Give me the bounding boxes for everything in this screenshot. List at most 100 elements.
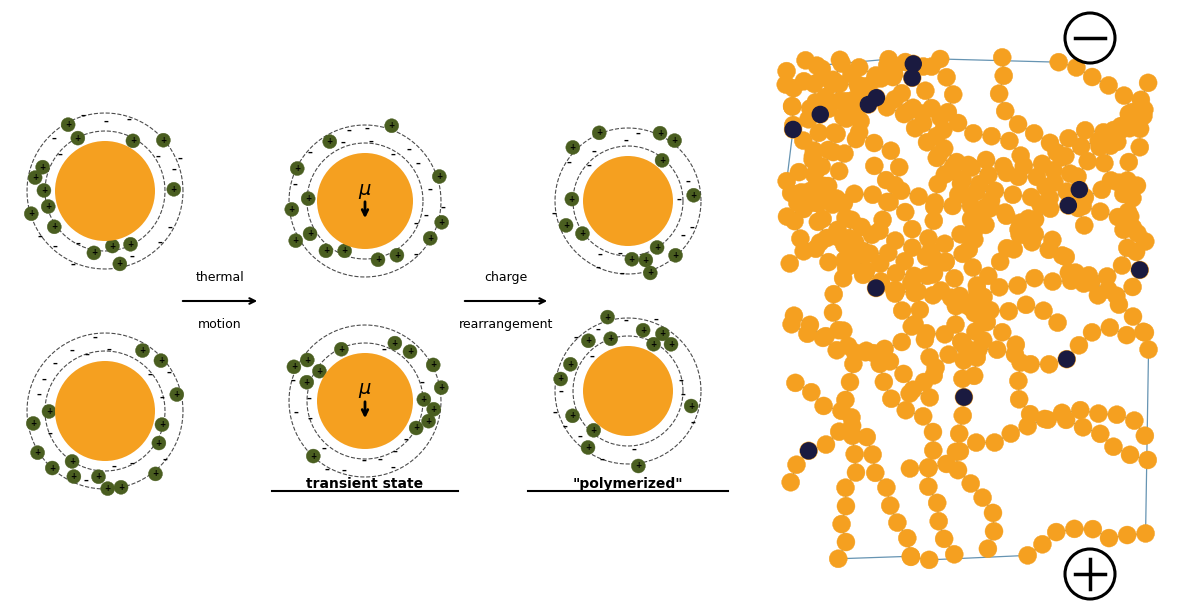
Circle shape [830,75,849,93]
Circle shape [979,166,997,184]
Circle shape [1099,76,1118,95]
Circle shape [1076,188,1093,206]
Circle shape [836,236,853,253]
Text: +: + [636,462,641,470]
Circle shape [586,423,600,438]
Circle shape [947,443,965,461]
Text: –: – [52,134,56,144]
Circle shape [806,190,825,208]
Circle shape [1090,132,1108,150]
Circle shape [583,156,673,246]
Circle shape [1118,171,1137,190]
Circle shape [1079,152,1097,170]
Circle shape [1062,272,1080,290]
Circle shape [805,142,823,159]
Circle shape [1119,110,1138,128]
Circle shape [982,191,1000,210]
Circle shape [906,119,924,137]
Circle shape [797,52,814,69]
Text: rearrangement: rearrangement [459,318,553,331]
Circle shape [1108,405,1126,424]
Text: +: + [152,470,159,478]
Circle shape [810,184,827,202]
Circle shape [859,82,877,101]
Circle shape [1115,87,1133,105]
Circle shape [1090,405,1108,422]
Circle shape [825,124,844,142]
Circle shape [824,196,842,213]
Circle shape [883,390,900,408]
Circle shape [1132,91,1150,109]
Circle shape [802,99,819,118]
Circle shape [1135,323,1152,341]
Circle shape [947,291,965,310]
Circle shape [903,69,922,87]
Circle shape [963,159,980,176]
Circle shape [882,142,900,160]
Circle shape [903,239,922,257]
Circle shape [900,102,918,120]
Circle shape [878,56,896,75]
Circle shape [639,253,653,267]
Circle shape [837,479,855,497]
Circle shape [1057,248,1075,266]
Circle shape [831,51,849,69]
Circle shape [946,297,965,315]
Circle shape [984,504,1002,522]
Circle shape [950,186,967,204]
Circle shape [1059,129,1078,147]
Circle shape [998,164,1016,182]
Circle shape [967,276,986,295]
Circle shape [780,255,799,273]
Circle shape [846,344,864,362]
Circle shape [900,385,919,402]
Circle shape [1119,153,1138,171]
Circle shape [664,338,678,351]
Circle shape [1096,154,1113,172]
Circle shape [844,355,863,373]
Circle shape [923,99,940,117]
Circle shape [1006,345,1024,364]
Circle shape [866,70,884,88]
Text: –: – [307,413,312,424]
Circle shape [566,141,580,155]
Circle shape [784,121,802,138]
Circle shape [929,494,946,512]
Text: +: + [563,221,570,230]
Text: +: + [160,136,166,145]
Circle shape [889,514,906,531]
Circle shape [965,231,983,248]
Text: –: – [563,422,567,431]
Circle shape [798,325,817,343]
Circle shape [872,273,890,290]
Circle shape [25,207,39,221]
Circle shape [61,118,75,132]
Circle shape [1069,167,1086,185]
Circle shape [1072,138,1090,156]
Circle shape [802,316,819,334]
Circle shape [979,540,997,558]
Text: +: + [338,345,345,354]
Circle shape [805,165,823,184]
Circle shape [1026,210,1044,228]
Circle shape [982,198,999,216]
Circle shape [317,353,413,449]
Circle shape [148,467,162,481]
Circle shape [1131,138,1149,156]
Circle shape [1136,427,1153,445]
Circle shape [915,373,933,391]
Text: +: + [640,326,646,335]
Circle shape [794,242,812,261]
Circle shape [887,264,905,282]
Circle shape [926,359,945,376]
Circle shape [114,481,128,494]
Circle shape [300,353,314,367]
Circle shape [92,470,106,484]
Text: –: – [58,150,62,160]
Circle shape [890,158,909,176]
Circle shape [790,163,807,181]
Circle shape [804,151,822,169]
Circle shape [869,280,884,296]
Circle shape [1053,247,1071,264]
Text: +: + [139,346,146,355]
